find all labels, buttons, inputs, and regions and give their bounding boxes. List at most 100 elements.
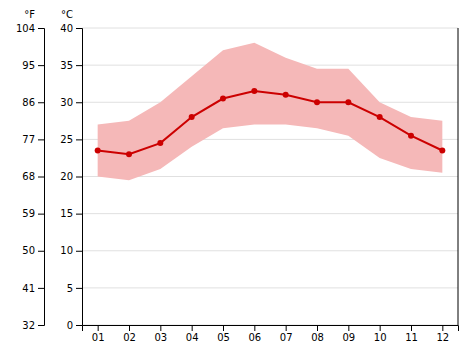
tick-label: 35 [60,60,73,71]
tick: 104 [16,23,44,34]
marker [220,96,226,102]
tick-mark [380,325,381,331]
tick-label: 08 [311,332,324,343]
axis-label: °C [61,9,73,20]
grid-line [82,213,458,214]
x-axis: 010203040506070809101112 [83,325,459,343]
tick-label: 09 [342,332,355,343]
tick: 68 [22,171,44,182]
tick-label: 5 [67,283,73,294]
tick-label: 95 [22,60,35,71]
tick: 35 [60,60,82,71]
marker [345,99,351,105]
tick-label: 11 [405,332,418,343]
chart-container: 0102030405060708091011120510152025303540… [0,0,474,355]
tick: 40 [60,23,82,34]
markers [95,88,446,157]
tick: 03 [154,325,167,343]
tick-mark [38,65,44,66]
tick: 95 [22,60,44,71]
tick-mark [38,214,44,215]
marker [189,114,195,120]
tick-mark [76,28,82,29]
tick-mark [160,325,161,331]
tick-label: 68 [22,171,35,182]
tick: 50 [22,245,44,256]
tick: 32 [22,320,44,331]
tick: 12 [436,325,449,343]
y-axis: 0 5 10 15 20 25 30 35 40 [60,23,82,331]
axis-line [76,29,83,326]
marker [95,148,101,154]
tick: 05 [217,325,230,343]
axis-line [38,29,45,326]
tick-mark [38,177,44,178]
tick-label: 30 [60,97,73,108]
tick-mark [348,325,349,331]
tick-label: 15 [60,208,73,219]
plot-area [95,43,446,180]
tick: 59 [22,208,44,219]
band [98,43,443,180]
tick-mark [223,325,224,331]
tick-label: 06 [248,332,261,343]
tick-mark [76,139,82,140]
tick-mark [442,325,443,331]
tick-label: 03 [154,332,167,343]
tick-label: 02 [123,332,136,343]
tick-mark [317,325,318,331]
y2-axis: 32 41 50 59 68 77 86 95 104 [16,23,45,331]
tick: 0 [67,320,82,331]
tick-mark [38,251,44,252]
tick-mark [76,102,82,103]
tick: 11 [405,325,418,343]
tick: 77 [22,134,44,145]
tick-label: 04 [186,332,199,343]
grid-line [82,287,458,288]
tick-mark [76,177,82,178]
tick-mark [192,325,193,331]
tick-label: 0 [67,320,73,331]
tick-label: 77 [22,134,35,145]
tick-label: 50 [22,245,35,256]
tick-mark [76,214,82,215]
tick: 41 [22,283,44,294]
tick-label: 32 [22,320,35,331]
grid-line [82,28,458,29]
tick: 09 [342,325,355,343]
tick-label: 40 [60,23,73,34]
tick-label: 104 [16,23,35,34]
tick: 10 [374,325,387,343]
tick-mark [98,325,99,331]
tick-mark [38,139,44,140]
tick: 01 [92,325,105,343]
tick-mark [38,325,44,326]
tick-label: 59 [22,208,35,219]
tick-label: 10 [374,332,387,343]
tick-label: 01 [92,332,105,343]
tick-label: 10 [60,245,73,256]
tick-mark [76,325,82,326]
tick-mark [76,251,82,252]
tick-label: 86 [22,97,35,108]
tick: 02 [123,325,136,343]
marker [251,88,257,94]
tick-label: 05 [217,332,230,343]
tick-mark [76,65,82,66]
plot-border [458,28,459,325]
tick-mark [286,325,287,331]
marker [157,140,163,146]
tick: 25 [60,134,82,145]
marker [314,99,320,105]
marker [408,133,414,139]
tick-mark [38,28,44,29]
axis-line [83,326,459,332]
chart-svg: 0102030405060708091011120510152025303540… [0,0,474,355]
tick: 06 [248,325,261,343]
tick-mark [76,288,82,289]
tick-mark [38,102,44,103]
marker [439,148,445,154]
marker [377,114,383,120]
tick-label: 25 [60,134,73,145]
tick: 20 [60,171,82,182]
